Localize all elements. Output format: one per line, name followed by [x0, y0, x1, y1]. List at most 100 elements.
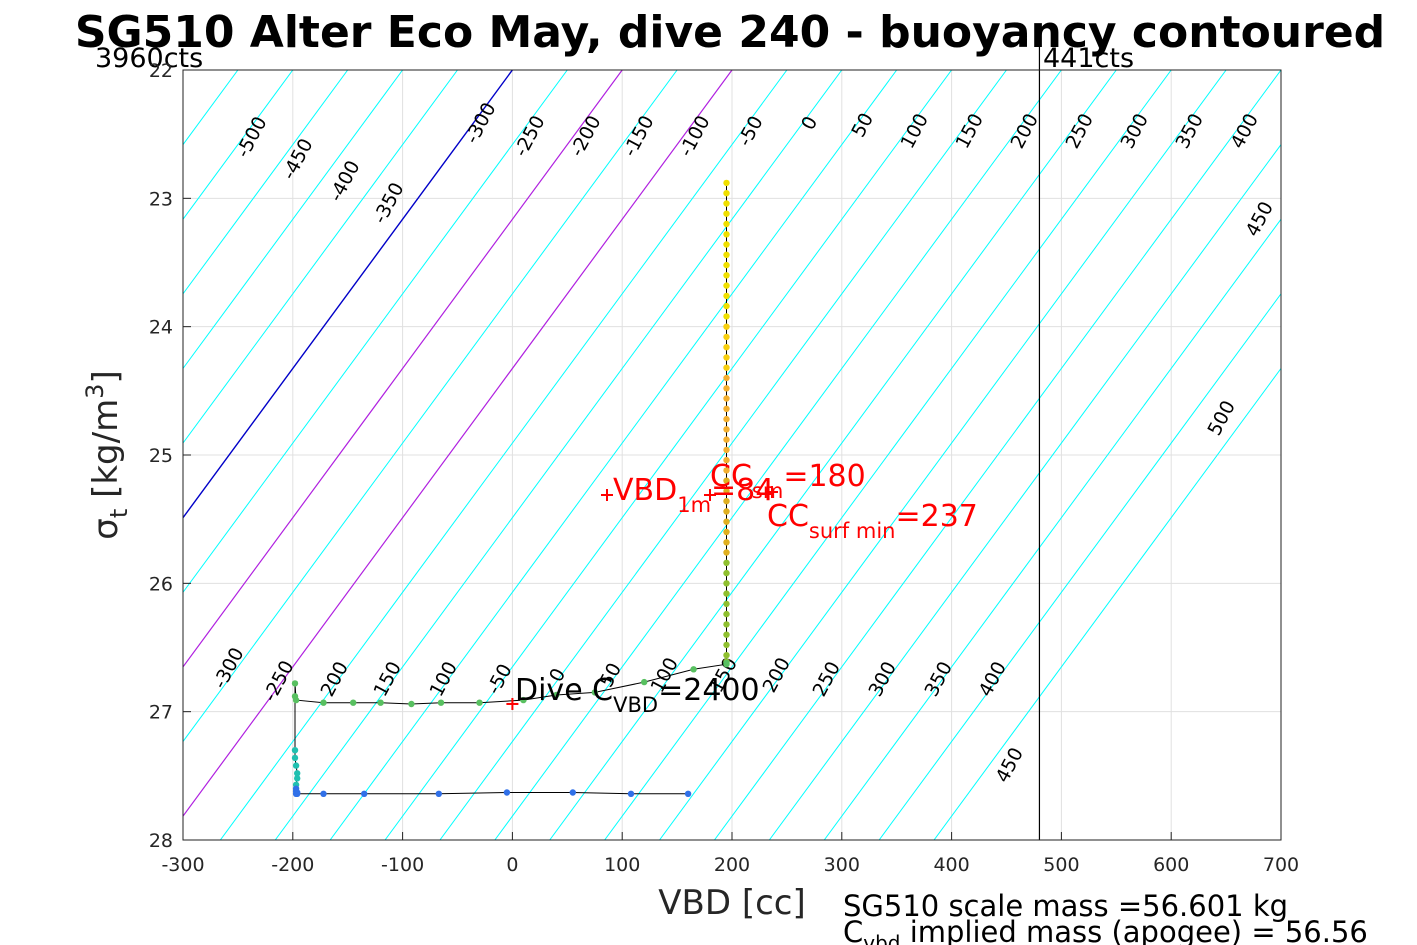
x-tick-label: -100	[381, 854, 424, 876]
contour-line	[183, 70, 623, 668]
profile-point	[723, 631, 730, 638]
profile-point	[476, 699, 483, 706]
profile-point	[641, 678, 648, 686]
x-tick-label: 600	[1153, 854, 1189, 876]
profile-point	[723, 415, 730, 423]
x-tick-label: 700	[1263, 854, 1299, 876]
contour-line	[183, 70, 458, 444]
profile-point	[723, 652, 730, 659]
footer-rest: implied mass (apogee) = 56.56	[900, 915, 1367, 945]
profile-point	[569, 789, 576, 796]
profile-point	[723, 446, 730, 454]
profile-point	[723, 344, 730, 351]
contour-line	[183, 70, 733, 818]
profile-point	[723, 200, 730, 207]
contour-line	[933, 367, 1281, 840]
footer-line-1: SG510 scale mass =56.601 kg	[843, 889, 1288, 923]
footer-line-2: Cvbd implied mass (apogee) = 56.56	[843, 915, 1368, 945]
profile-point	[723, 559, 730, 566]
y-axis-label-text: σt [kg/m3]	[81, 370, 133, 539]
profile-point	[723, 395, 730, 402]
y-tick-label: 25	[149, 445, 173, 467]
buoyancy-contours	[0, 70, 1281, 840]
profile-point	[294, 775, 301, 782]
x-axis-label: VBD [cc]	[658, 883, 806, 923]
profile-point	[361, 790, 368, 797]
profile-point	[723, 549, 730, 556]
contour-line	[183, 70, 404, 370]
x-tick-label: 300	[824, 854, 860, 876]
profile-point	[723, 580, 730, 587]
profile-point	[723, 498, 730, 505]
profile-point	[723, 405, 730, 412]
profile-point	[723, 467, 730, 474]
profile-point	[684, 790, 692, 797]
axis-ticks: -300 -200 -100 0 100 200 300 400 500 600 700 22 23 24…	[149, 60, 1299, 876]
contour-line	[274, 70, 843, 840]
footer-sub: vbd	[863, 931, 900, 945]
chart-title: SG510 Alter Eco May, dive 240 - buoyancy…	[75, 7, 1385, 58]
profile-point	[723, 333, 730, 341]
profile-point	[320, 699, 327, 706]
y-axis-label: σt [kg/m3]	[81, 370, 133, 539]
y-tick-label: 26	[149, 573, 173, 595]
x-tick-label: 400	[933, 854, 969, 876]
contour-line	[494, 70, 1062, 840]
profile-point	[723, 261, 730, 269]
contour-line	[439, 70, 1007, 840]
profile-point	[723, 385, 730, 392]
contour-line	[219, 70, 788, 840]
dive-cvbd-label: Dive CVBD=2400	[515, 673, 760, 717]
profile-point	[723, 621, 730, 628]
profile-point	[350, 699, 357, 706]
contour-line	[329, 70, 898, 840]
profile-point	[723, 641, 730, 649]
profile-point	[408, 700, 415, 708]
profile-point	[553, 691, 560, 699]
contour-line	[604, 70, 1172, 840]
profile-point	[723, 456, 730, 464]
profile-point	[291, 693, 299, 700]
x-tick-label: 200	[714, 854, 750, 876]
profile-point	[291, 754, 299, 762]
contour-line	[878, 292, 1281, 840]
profile-point	[723, 600, 730, 608]
contour-line	[0, 70, 18, 840]
cc-surf-min-label: CCsurf min=237	[767, 499, 978, 543]
contour-line	[659, 70, 1227, 840]
profile-point	[437, 699, 445, 706]
footer-c: C	[843, 915, 863, 945]
profile-point	[294, 770, 301, 777]
profile-point	[723, 323, 730, 330]
y-axis-label-glyphs: σt [kg/m3]	[81, 370, 133, 539]
profile-point	[723, 539, 730, 546]
y-tick-label: 22	[149, 60, 173, 82]
contour-line	[183, 70, 294, 221]
profile-point	[723, 241, 730, 248]
profile-point	[723, 477, 730, 484]
contour-line	[768, 143, 1281, 840]
profile-point	[723, 282, 730, 289]
profile-point	[520, 696, 527, 704]
contour-line	[183, 70, 678, 743]
profile-point	[377, 699, 384, 706]
profile-point	[723, 569, 730, 577]
left-count-label: 3960cts	[95, 43, 203, 74]
profile-point	[723, 436, 730, 443]
profile-point	[292, 790, 300, 797]
profile-point	[723, 528, 730, 536]
right-count-label: 441cts	[1043, 43, 1134, 74]
profile-point	[723, 251, 730, 258]
profile-point	[723, 518, 730, 525]
profile-point	[723, 190, 730, 197]
contour-line	[714, 70, 1281, 840]
profile-point	[292, 762, 300, 769]
contour-line	[183, 70, 513, 519]
profile-point	[291, 747, 299, 754]
profile-point	[723, 231, 730, 238]
x-tick-label: 100	[604, 854, 640, 876]
profile-point	[723, 313, 730, 320]
y-tick-label: 28	[149, 830, 173, 852]
profile-point	[723, 374, 730, 382]
